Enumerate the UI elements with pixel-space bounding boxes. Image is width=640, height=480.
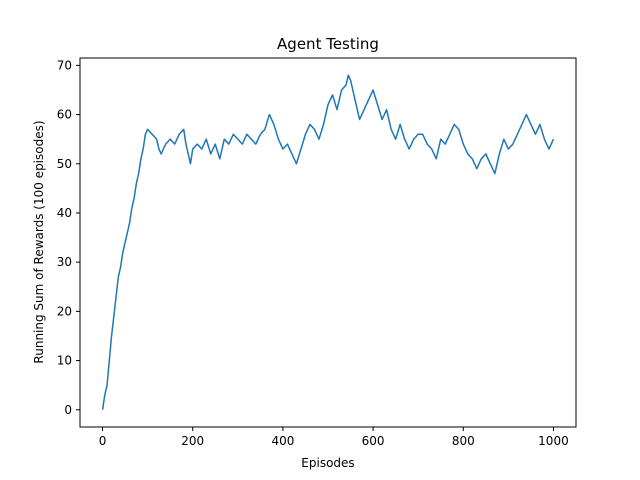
x-axis: 0 200 400 600 800 1000 — [99, 427, 569, 448]
chart-title: Agent Testing — [277, 35, 379, 53]
y-tick-label: 30 — [57, 255, 72, 269]
y-axis-label: Running Sum of Rewards (100 episodes) — [32, 120, 46, 363]
x-tick-label: 800 — [452, 434, 475, 448]
x-tick-label: 1000 — [538, 434, 569, 448]
y-tick-label: 20 — [57, 304, 72, 318]
y-tick-label: 50 — [57, 157, 72, 171]
y-axis: 0 10 20 30 40 50 60 70 — [57, 58, 80, 417]
plot-area — [101, 74, 555, 410]
axes-frame — [79, 57, 577, 428]
x-tick-label: 0 — [99, 434, 107, 448]
x-tick-label: 200 — [181, 434, 204, 448]
series-line — [101, 74, 555, 410]
x-tick-label: 600 — [362, 434, 385, 448]
y-tick-label: 70 — [57, 58, 72, 72]
y-tick-label: 10 — [57, 354, 72, 368]
x-tick-label: 400 — [271, 434, 294, 448]
y-tick-label: 60 — [57, 108, 72, 122]
x-axis-label: Episodes — [301, 456, 354, 470]
y-tick-label: 40 — [57, 206, 72, 220]
y-tick-label: 0 — [64, 403, 72, 417]
